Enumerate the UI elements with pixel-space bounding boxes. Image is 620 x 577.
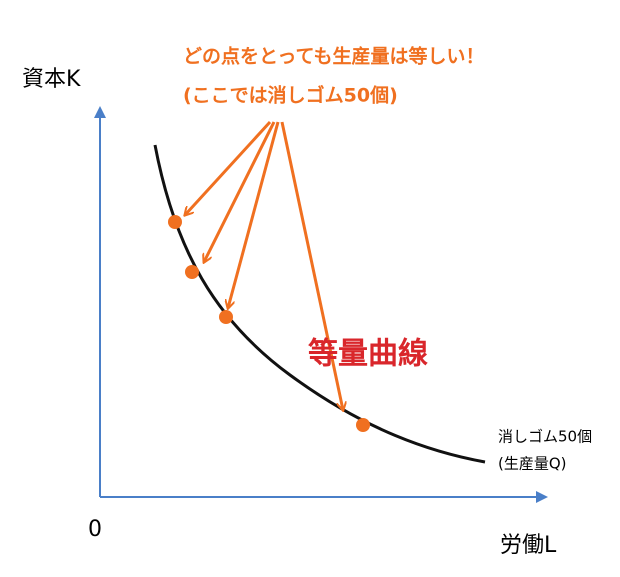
curve-label-1: 消しゴム50個 bbox=[498, 428, 592, 446]
annotation-line2: (ここでは消しゴム50個) bbox=[183, 84, 398, 107]
y-axis-label: 資本K bbox=[22, 67, 81, 92]
annotation-line1: どの点をとっても生産量は等しい！ bbox=[183, 45, 485, 68]
isoquant-curve bbox=[153, 144, 486, 464]
points bbox=[168, 215, 370, 432]
arrows bbox=[185, 120, 343, 410]
curve-label-2: (生産量Q) bbox=[498, 455, 567, 473]
origin-label: 0 bbox=[88, 517, 102, 542]
curve-name: 等量曲線 bbox=[308, 337, 428, 372]
x-axis-label: 労働L bbox=[500, 533, 557, 558]
